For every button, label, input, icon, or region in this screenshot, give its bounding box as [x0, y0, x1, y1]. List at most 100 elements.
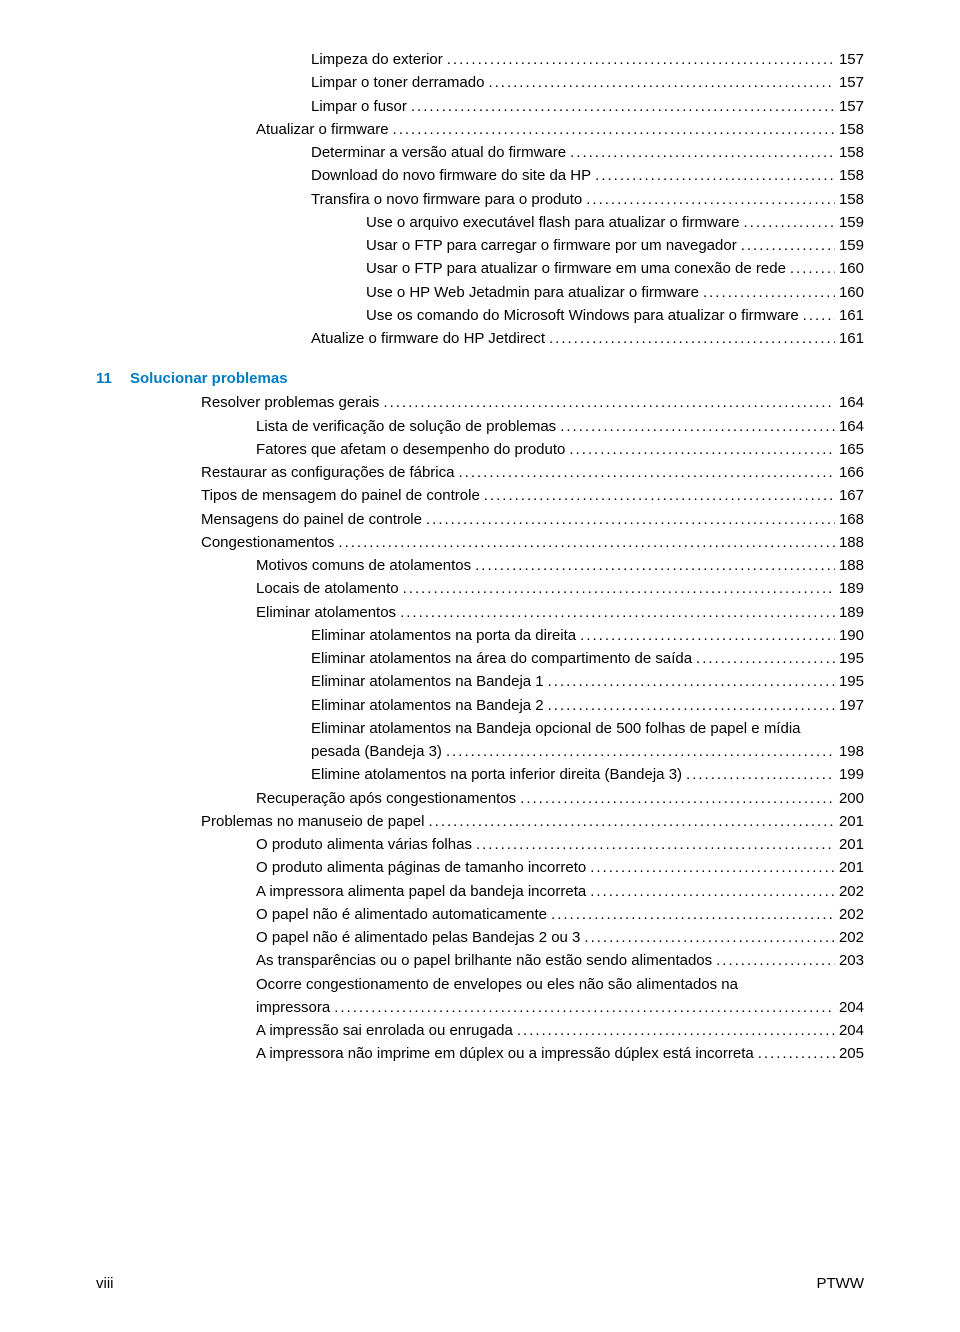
- toc-label: Eliminar atolamentos na porta da direita: [311, 624, 576, 647]
- toc-page-number: 158: [839, 141, 864, 164]
- toc-label: Limpeza do exterior: [311, 48, 443, 71]
- toc-leader: [590, 856, 835, 879]
- toc-entry: Restaurar as configurações de fábrica 166: [96, 461, 864, 484]
- toc-label: Determinar a versão atual do firmware: [311, 141, 566, 164]
- toc-page-number: 189: [839, 601, 864, 624]
- toc-leader: [426, 508, 835, 531]
- toc-entry: Limpeza do exterior157: [96, 48, 864, 71]
- toc-page-number: 157: [839, 71, 864, 94]
- toc-entry: O produto alimenta várias folhas201: [96, 833, 864, 856]
- toc-label: Ocorre congestionamento de envelopes ou …: [256, 976, 738, 993]
- toc-page-number: 200: [839, 787, 864, 810]
- toc-label: A impressão sai enrolada ou enrugada: [256, 1019, 513, 1042]
- toc-page-number: 168: [839, 508, 864, 531]
- toc-label: O produto alimenta várias folhas: [256, 833, 472, 856]
- toc-label: Eliminar atolamentos na Bandeja 2: [311, 694, 544, 717]
- toc-entry-multiline-cont: pesada (Bandeja 3) 198: [96, 740, 864, 763]
- toc-label: Eliminar atolamentos na Bandeja 1: [311, 670, 544, 693]
- toc-leader: [716, 949, 835, 972]
- toc-leader: [548, 694, 835, 717]
- toc-leader: [803, 304, 835, 327]
- toc-entry: Download do novo firmware do site da HP1…: [96, 164, 864, 187]
- toc-label: Use os comando do Microsoft Windows para…: [366, 304, 799, 327]
- toc-page-number: 203: [839, 949, 864, 972]
- toc-label: Limpar o toner derramado: [311, 71, 484, 94]
- toc-page-number: 159: [839, 211, 864, 234]
- toc-page-number: 158: [839, 188, 864, 211]
- toc-leader: [334, 996, 835, 1019]
- toc-entry-multiline: Ocorre congestionamento de envelopes ou …: [96, 973, 864, 996]
- toc-leader: [383, 391, 835, 414]
- toc-page-number: 195: [839, 647, 864, 670]
- toc-page-number: 189: [839, 577, 864, 600]
- toc-block-2: Resolver problemas gerais164Lista de ver…: [96, 391, 864, 717]
- toc-label: Resolver problemas gerais: [201, 391, 379, 414]
- toc-label: Atualize o firmware do HP Jetdirect: [311, 327, 545, 350]
- toc-leader: [551, 903, 835, 926]
- toc-page-number: 201: [839, 810, 864, 833]
- toc-label: Elimine atolamentos na porta inferior di…: [311, 763, 682, 786]
- toc-leader: [548, 670, 835, 693]
- toc-page-number: 166: [839, 461, 864, 484]
- toc-page-number: 158: [839, 164, 864, 187]
- toc-leader: [590, 880, 835, 903]
- section-title: Solucionar problemas: [130, 370, 288, 387]
- document-page: Limpeza do exterior157Limpar o toner der…: [0, 0, 960, 1332]
- toc-page-number: 158: [839, 118, 864, 141]
- footer-right: PTWW: [817, 1275, 864, 1292]
- toc-leader: [411, 95, 835, 118]
- toc-leader: [549, 327, 835, 350]
- toc-entry: O papel não é alimentado automaticamente…: [96, 903, 864, 926]
- toc-page-number: 188: [839, 531, 864, 554]
- toc-page-number: 202: [839, 903, 864, 926]
- toc-leader: [428, 810, 834, 833]
- page-footer: viii PTWW: [96, 1275, 864, 1292]
- toc-leader: [338, 531, 835, 554]
- footer-page-number: viii: [96, 1275, 114, 1292]
- toc-page-number: 195: [839, 670, 864, 693]
- toc-entry: Recuperação após congestionamentos200: [96, 787, 864, 810]
- toc-entry: O produto alimenta páginas de tamanho in…: [96, 856, 864, 879]
- toc-entry: Locais de atolamento189: [96, 577, 864, 600]
- toc-page-number: 197: [839, 694, 864, 717]
- toc-label: O papel não é alimentado automaticamente: [256, 903, 547, 926]
- toc-page-number: 204: [839, 996, 864, 1019]
- toc-leader: [696, 647, 835, 670]
- section-heading: 11 Solucionar problemas: [96, 370, 864, 387]
- toc-page-number: 160: [839, 257, 864, 280]
- toc-label: Eliminar atolamentos na Bandeja opcional…: [311, 720, 801, 737]
- toc-label: Restaurar as configurações de fábrica: [201, 461, 454, 484]
- toc-entry: Limpar o fusor157: [96, 95, 864, 118]
- toc-leader: [584, 926, 835, 949]
- toc-label: Fatores que afetam o desempenho do produ…: [256, 438, 565, 461]
- toc-leader: [475, 554, 835, 577]
- toc-leader: [569, 438, 835, 461]
- toc-entry: Resolver problemas gerais164: [96, 391, 864, 414]
- toc-leader: [758, 1042, 835, 1065]
- section-number: 11: [96, 370, 122, 387]
- toc-entry: Atualize o firmware do HP Jetdirect161: [96, 327, 864, 350]
- toc-label: A impressora não imprime em dúplex ou a …: [256, 1042, 754, 1065]
- toc-leader: [403, 577, 835, 600]
- toc-leader: [744, 211, 835, 234]
- toc-leader: [476, 833, 835, 856]
- toc-leader: [586, 188, 835, 211]
- toc-entry: Atualizar o firmware158: [96, 118, 864, 141]
- toc-label: Lista de verificação de solução de probl…: [256, 415, 556, 438]
- toc-label: Congestionamentos: [201, 531, 334, 554]
- toc-label: Usar o FTP para atualizar o firmware em …: [366, 257, 786, 280]
- toc-entry: Lista de verificação de solução de probl…: [96, 415, 864, 438]
- toc-entry: Problemas no manuseio de papel201: [96, 810, 864, 833]
- toc-page-number: 167: [839, 484, 864, 507]
- toc-page-number: 199: [839, 763, 864, 786]
- toc-label: pesada (Bandeja 3): [311, 740, 442, 763]
- toc-page-number: 157: [839, 95, 864, 118]
- toc-entry: O papel não é alimentado pelas Bandejas …: [96, 926, 864, 949]
- toc-page-number: 202: [839, 880, 864, 903]
- toc-label: Transfira o novo firmware para o produto: [311, 188, 582, 211]
- toc-leader: [570, 141, 835, 164]
- toc-entry: Tipos de mensagem do painel de controle1…: [96, 484, 864, 507]
- toc-leader: [393, 118, 835, 141]
- toc-entry: Transfira o novo firmware para o produto…: [96, 188, 864, 211]
- toc-label: Mensagens do painel de controle: [201, 508, 422, 531]
